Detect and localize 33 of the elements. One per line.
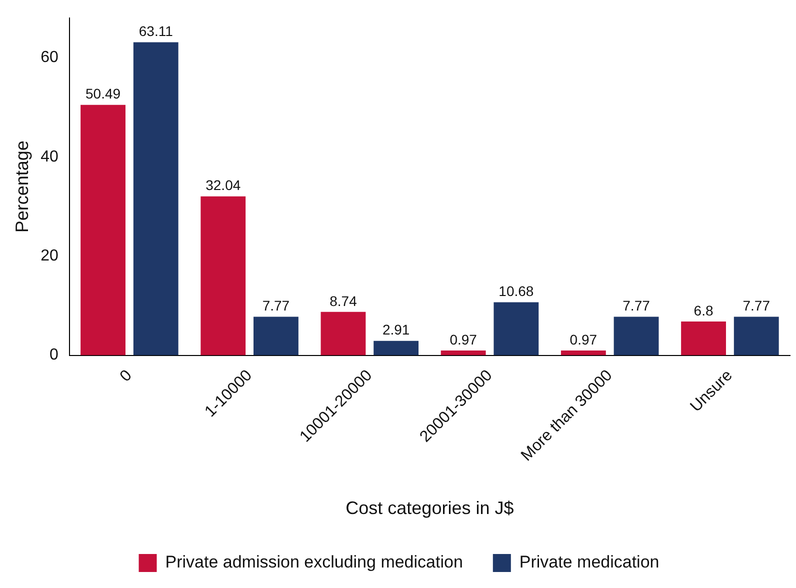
data-label: 8.74 [330,292,358,309]
data-label: 63.11 [138,23,174,40]
bar [440,350,486,356]
bar [80,104,126,356]
bar [374,340,419,356]
data-label: 0.97 [450,331,478,348]
bar [681,322,726,356]
legend-label: Private admission excluding medication [165,552,463,572]
data-label: 2.91 [382,322,410,338]
data-label: 7.77 [742,298,770,314]
y-tick-label: 20 [40,247,58,264]
data-label: 10.68 [498,283,534,300]
data-label: 32.04 [206,177,241,194]
bar [320,312,366,356]
bar [614,316,659,356]
y-tick-label: 40 [40,148,58,166]
x-tick-label: 0 [117,366,136,386]
bar [254,316,298,356]
bar [734,316,779,356]
bar [494,302,539,356]
data-label: 0.97 [570,331,598,348]
data-label: 6.8 [694,302,714,318]
data-label: 7.77 [622,298,650,314]
legend-label: Private medication [519,552,660,572]
x-axis-title: Cost categories in J$ [346,498,514,518]
data-label: 7.77 [262,298,290,314]
y-tick-label: 60 [40,49,58,66]
y-tick-label: 0 [49,346,58,364]
y-axis-title: Percentage [12,140,32,233]
bar [200,196,246,356]
bar [560,350,606,356]
data-label: 50.49 [86,86,121,102]
bar [133,42,178,356]
